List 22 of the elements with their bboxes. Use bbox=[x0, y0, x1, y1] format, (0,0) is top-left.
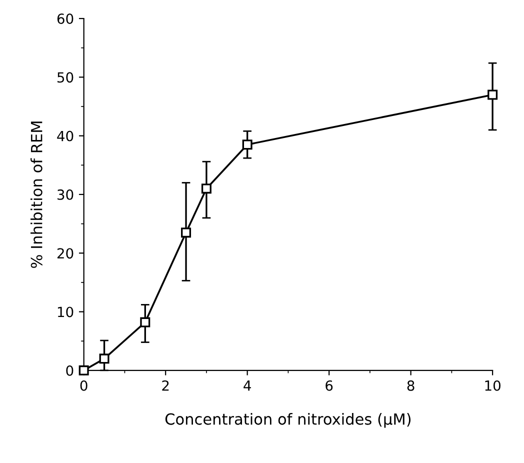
x-tick-label: 0 bbox=[80, 380, 88, 391]
point bbox=[99, 354, 110, 364]
x-tick-label: 10 bbox=[485, 380, 500, 391]
point bbox=[201, 184, 212, 194]
x-axis-title: Concentration of nitroxides (μM) bbox=[165, 413, 411, 428]
y-tick-label: 30 bbox=[58, 189, 74, 200]
point bbox=[181, 228, 192, 238]
y-tick-label: 10 bbox=[58, 306, 74, 318]
y-tick-label: 60 bbox=[57, 13, 74, 24]
point bbox=[488, 90, 498, 100]
x-tick-label: 6 bbox=[326, 380, 333, 391]
y-tick-label: 0 bbox=[66, 365, 74, 376]
y-tick-label: 40 bbox=[57, 130, 74, 142]
x-tick-label: 8 bbox=[407, 380, 414, 391]
point bbox=[140, 317, 150, 328]
x-tick-label: 2 bbox=[162, 380, 169, 391]
y-tick-label: 50 bbox=[58, 72, 74, 83]
y-axis-title: % Inhibition of REM bbox=[30, 122, 42, 268]
x-tick-label: 4 bbox=[244, 380, 251, 391]
y-tick-label: 20 bbox=[57, 248, 74, 259]
point bbox=[242, 140, 252, 150]
point bbox=[78, 365, 89, 376]
